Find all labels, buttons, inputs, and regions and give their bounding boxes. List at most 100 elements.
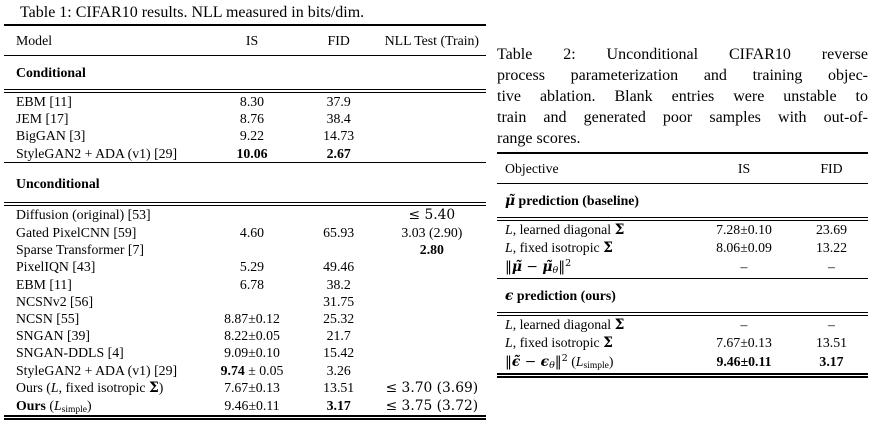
epsilon-symbol: ϵ (505, 287, 514, 304)
cell-nll (378, 91, 486, 110)
cell-is: 9.74 ± 0.05 (204, 362, 299, 379)
cell-nll (378, 310, 486, 327)
cell-model: PixelIQN [43] (16, 259, 96, 275)
section-header-conditional: Conditional (4, 55, 486, 93)
table1-caption: Table 1: CIFAR10 results. NLL measured i… (20, 4, 365, 21)
table-row-ours-lsimple: Ours (Lsimple) 9.46±0.11 3.17 ≤ 3.75 (3.… (4, 397, 486, 421)
cell-nll (378, 110, 486, 127)
cell-nll (378, 293, 486, 310)
cell-nll: 3.03 (2.90) (401, 225, 463, 241)
cell-objective: L, fixed isotropic Σ (497, 334, 693, 352)
is-value-bold: 9.74 (220, 362, 245, 378)
cell-is: 5.29 (239, 259, 265, 275)
sigma-symbol: Σ (603, 240, 613, 257)
cell-nll (378, 327, 486, 344)
column-header-fid: FID (299, 24, 378, 56)
sigma-symbol: Σ (614, 316, 625, 333)
cell-fid: 13.22 (815, 240, 848, 256)
column-header-is: IS (204, 24, 300, 56)
section-label: Conditional (4, 55, 486, 93)
cell-nll (378, 276, 486, 293)
column-header-model: Model (4, 24, 205, 56)
cell-model: EBM [11] (16, 94, 72, 109)
cell-objective: ‖ϵ̃ − ϵθ‖2 (Lsimple) (497, 352, 693, 378)
model-part: , fixed isotropic (58, 379, 149, 395)
cell-is (204, 293, 299, 310)
table-row: NCSNv2 [56] 31.75 (4, 293, 486, 310)
sigma-symbol: Σ (149, 379, 159, 396)
theta-subscript: θ (549, 360, 555, 372)
cell-fid: 49.46 (323, 259, 355, 275)
objective-part: , fixed isotropic (512, 335, 604, 351)
objective-part: , learned diagonal (512, 316, 615, 332)
section-label: μ̃ prediction (baseline) (497, 183, 868, 221)
cell-objective: ‖μ̃ − μ̃θ‖2 (497, 257, 693, 278)
column-header-nll: NLL Test (Train) (377, 24, 486, 56)
cell-fid: 3.17 (795, 352, 868, 378)
L-symbol: L (53, 398, 62, 414)
cell-nll (378, 344, 486, 361)
cell-nll (378, 127, 486, 144)
ours-label: Ours (16, 398, 46, 414)
cell-fid: 15.42 (323, 345, 355, 361)
cell-fid: 65.93 (323, 225, 355, 241)
cell-nll: 2.80 (419, 242, 444, 258)
cell-is (204, 204, 299, 224)
norm-open: ‖ (505, 354, 512, 371)
cell-is: 7.28±0.10 (716, 222, 772, 237)
model-part: Ours ( (16, 379, 51, 395)
cell-model: Sparse Transformer [7] (16, 242, 144, 258)
cell-nll (378, 258, 486, 275)
cell-objective: L, learned diagonal Σ (497, 219, 693, 239)
minus-sign: − (522, 259, 543, 276)
norm-close: ‖ (558, 259, 566, 276)
model-part: ) (158, 379, 164, 395)
table1: Model IS FID NLL Test (Train) Conditiona… (4, 24, 486, 421)
table2-block: Table 2: Unconditional CIFAR10 reverse p… (497, 44, 868, 378)
cell-model: Diffusion (original) [53] (16, 206, 151, 222)
cell-model: StyleGAN2 + ADA (v1) [29] (16, 362, 178, 378)
cell-is: 9.46±0.11 (693, 352, 795, 378)
cell-is: 7.67±0.13 (716, 335, 772, 351)
table-row: JEM [17] 8.76 38.4 (4, 110, 486, 127)
cell-fid: – (828, 316, 835, 332)
cell-fid: – (828, 259, 835, 275)
L-symbol: L (50, 379, 59, 395)
table-row: SNGAN-DDLS [4] 9.09±0.10 15.42 (4, 344, 486, 361)
cell-model: SNGAN-DDLS [4] (16, 345, 124, 361)
cell-objective: L, learned diagonal Σ (497, 314, 693, 334)
cell-nll: ≤ 3.75 (3.72) (377, 397, 486, 421)
cell-is: 8.76 (239, 111, 265, 127)
mu-tilde-symbol: μ̃ (505, 193, 516, 209)
cell-is: – (740, 259, 748, 275)
mu-tilde-symbol: μ̃ (542, 259, 553, 276)
table-row: Sparse Transformer [7] 2.80 (4, 241, 486, 258)
cell-nll (378, 145, 486, 163)
cell-fid: 13.51 (815, 335, 848, 351)
column-header-fid: FID (795, 152, 868, 184)
section-label: Unconditional (4, 161, 486, 206)
table2-caption: Table 2: Unconditional CIFAR10 reverse p… (497, 44, 868, 149)
section-label-text: prediction (ours) (513, 287, 616, 303)
section-label: ϵ prediction (ours) (497, 277, 868, 316)
cell-model: JEM [17] (16, 111, 69, 127)
table-row-ours-fixed-isotropic: Ours (L, fixed isotropic Σ) 7.67±0.13 13… (4, 379, 486, 397)
L-symbol: L (575, 354, 584, 370)
cell-nll (378, 362, 486, 379)
cell-fid: 21.7 (326, 328, 351, 344)
cell-fid (300, 241, 378, 258)
objective-part: ) (608, 354, 614, 370)
cell-is: 4.60 (239, 225, 265, 241)
table-row-mu-norm: ‖μ̃ − μ̃θ‖2 – – (497, 257, 868, 278)
table-row: L, learned diagonal Σ – – (497, 314, 868, 334)
minus-sign: − (520, 354, 541, 371)
table-row: L, fixed isotropic Σ 8.06±0.09 13.22 (497, 239, 868, 257)
cell-model: BigGAN [3] (16, 128, 86, 144)
table2-caption-line: range scores. (497, 130, 581, 147)
cell-is: 9.46±0.11 (204, 397, 300, 421)
cell-is (204, 241, 299, 258)
model-part: ( (45, 398, 54, 414)
cell-is: 6.78 (239, 276, 265, 292)
objective-part: , fixed isotropic (512, 240, 604, 256)
table-row: L, fixed isotropic Σ 7.67±0.13 13.51 (497, 334, 868, 352)
